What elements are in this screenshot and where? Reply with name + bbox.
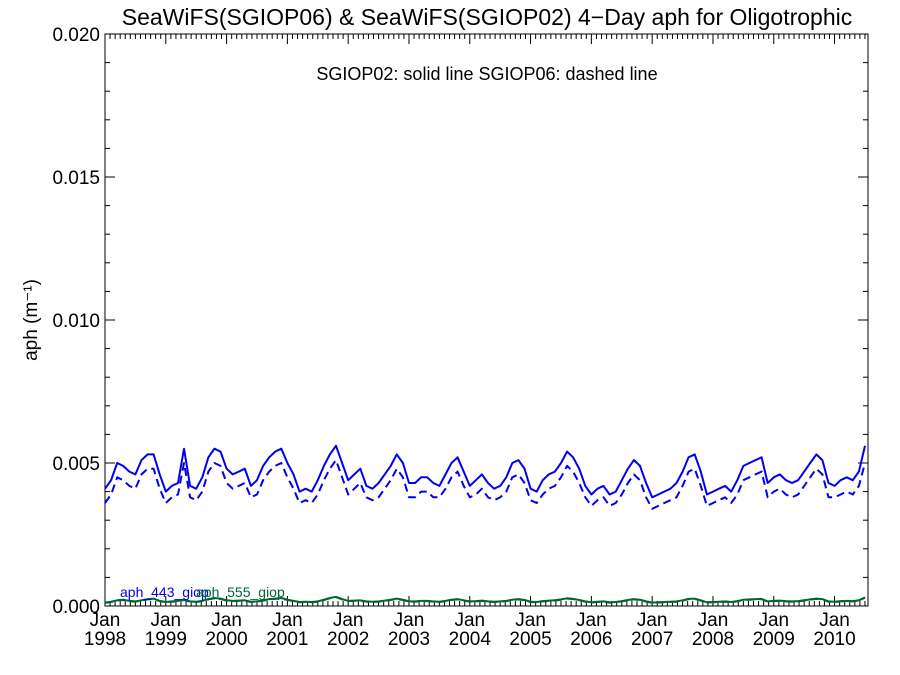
x-tick-label-month: Jan [333,610,364,631]
legend-label: aph_443_giop [120,584,209,600]
x-tick-label-month: Jan [150,610,181,631]
chart-title: SeaWiFS(SGIOP06) & SeaWiFS(SGIOP02) 4−Da… [122,4,853,30]
y-axis-label: aph (m⁻¹) [21,279,42,361]
y-tick-label: 0.020 [52,25,100,46]
plot-frame [104,33,869,607]
series-lines [104,444,866,604]
x-tick-label-year: 2000 [205,629,247,650]
legend-label: aph_555_giop [196,584,285,600]
x-tick-label-year: 2007 [631,629,673,650]
y-tick-label: 0.000 [52,597,100,618]
x-tick-label-month: Jan [758,610,789,631]
x-tick-label-month: Jan [272,610,303,631]
x-tick-label-year: 2006 [570,629,612,650]
x-tick-label-month: Jan [90,610,121,631]
x-tick-label-month: Jan [698,610,729,631]
x-tick-label-year: 2004 [449,629,492,650]
x-tick-label-month: Jan [576,610,607,631]
y-tick-label: 0.010 [52,311,100,332]
x-tick-label-year: 2008 [692,629,734,650]
x-tick-label-year: 1999 [145,629,187,650]
x-tick-label-month: Jan [454,610,485,631]
x-tick-label-year: 1998 [84,629,126,650]
x-tick-label-year: 2003 [388,629,430,650]
series-line-aph_555_giop-dashed [104,596,866,604]
x-tick-label-year: 2009 [753,629,795,650]
axis-ticks: 0.0000.0050.0100.0150.020Jan1998Jan1999J… [52,25,868,650]
y-tick-label: 0.005 [52,454,100,475]
series-line-aph_443_giop-solid [104,444,866,499]
line-style-note: SGIOP02: solid line SGIOP06: dashed line [316,64,657,84]
x-tick-label-month: Jan [819,610,850,631]
x-tick-label-year: 2005 [509,629,551,650]
x-tick-label-month: Jan [637,610,668,631]
series-line-aph_443_giop-dashed [104,459,866,510]
x-tick-label-year: 2010 [813,629,855,650]
x-tick-label-month: Jan [211,610,242,631]
x-tick-label-month: Jan [394,610,425,631]
y-tick-label: 0.015 [52,168,100,189]
x-tick-label-year: 2002 [327,629,369,650]
x-tick-label-month: Jan [515,610,546,631]
x-tick-label-year: 2001 [266,629,308,650]
